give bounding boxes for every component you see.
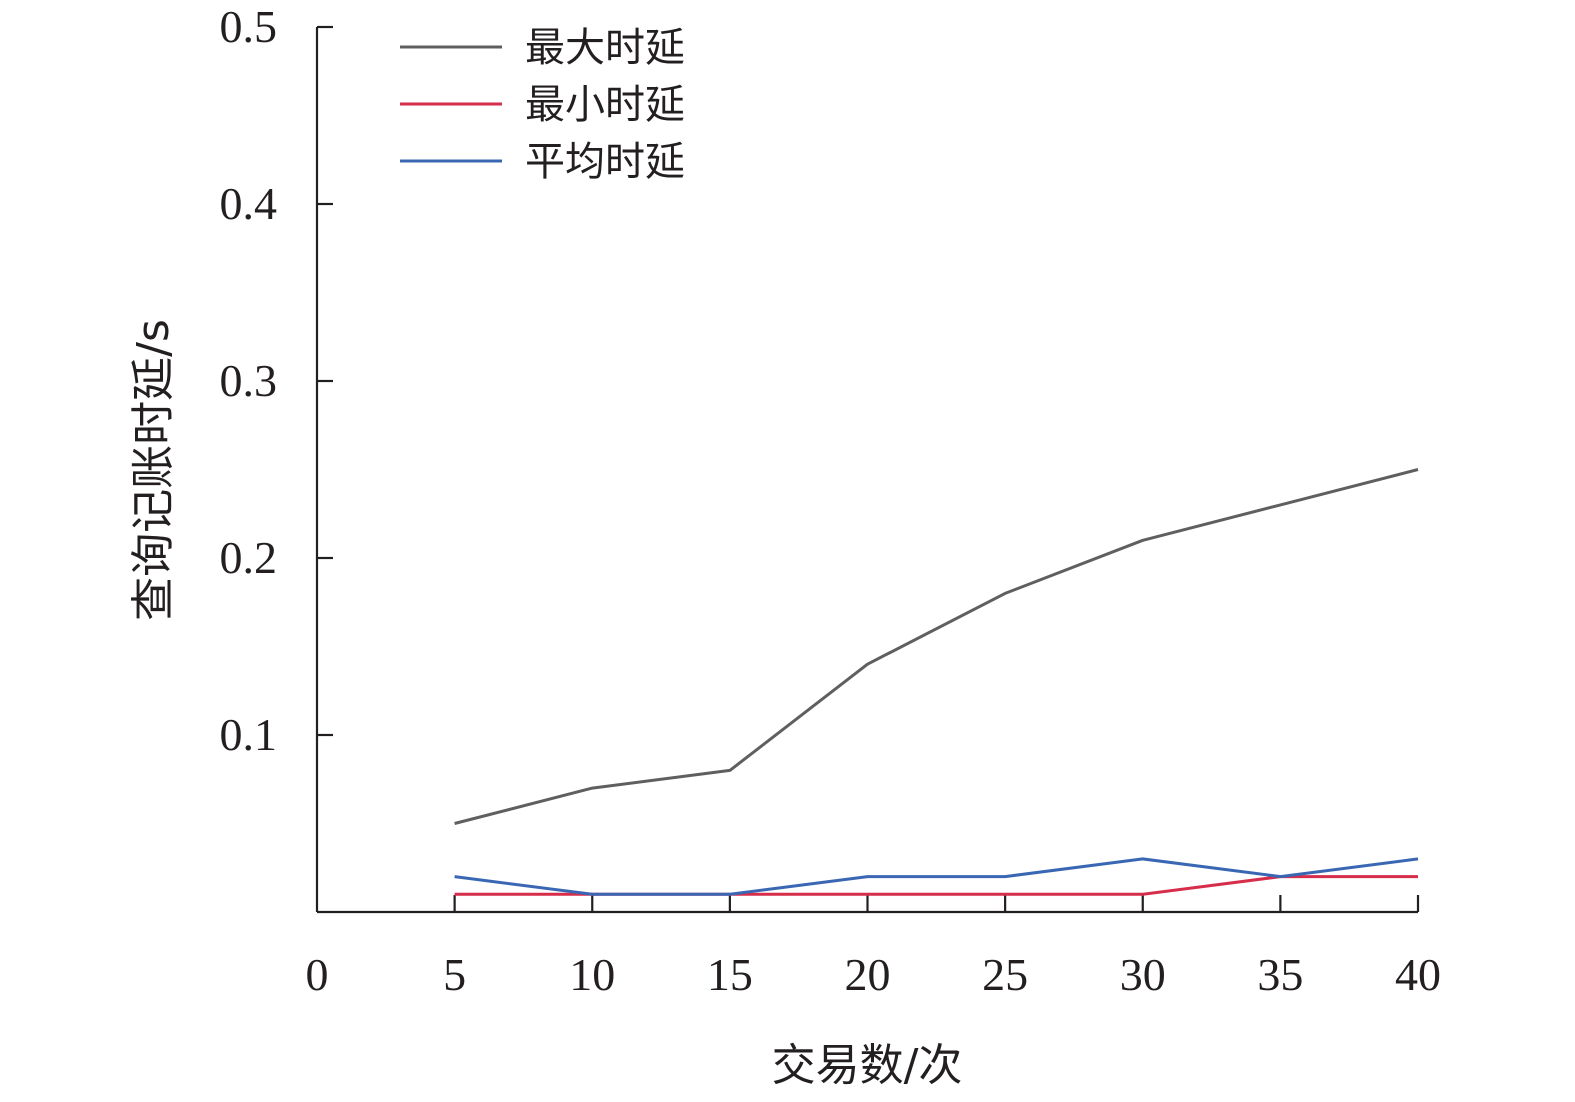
x-tick-label: 35 <box>1257 949 1303 1000</box>
series-line <box>454 857 1419 896</box>
y-tick-label: 0.5 <box>220 1 278 52</box>
legend-label: 平均时延 <box>525 139 685 185</box>
series-group <box>454 468 1419 896</box>
series-line <box>454 468 1419 825</box>
x-tick-label: 30 <box>1120 949 1166 1000</box>
y-tick-label: 0.4 <box>220 178 278 229</box>
legend-label: 最大时延 <box>525 25 685 71</box>
x-tick-label: 0 <box>306 949 329 1000</box>
legend-label: 最小时延 <box>525 82 685 128</box>
y-ticks: 0.1 0.2 0.3 0.4 0.5 <box>220 1 333 760</box>
y-tick-label: 0.1 <box>220 709 278 760</box>
x-ticks: 0 5 10 15 20 25 30 35 40 <box>306 895 1441 1000</box>
x-tick-label: 40 <box>1395 949 1441 1000</box>
x-tick-label: 5 <box>443 949 466 1000</box>
y-axis-title: 查询记账时延/s <box>128 319 179 621</box>
x-tick-label: 10 <box>569 949 615 1000</box>
y-tick-label: 0.3 <box>220 355 278 406</box>
series-line <box>454 875 1418 896</box>
y-tick-label: 0.2 <box>220 532 278 583</box>
x-tick-label: 25 <box>982 949 1028 1000</box>
x-axis-title: 交易数/次 <box>772 1040 963 1091</box>
x-tick-label: 15 <box>707 949 753 1000</box>
x-tick-label: 20 <box>845 949 891 1000</box>
